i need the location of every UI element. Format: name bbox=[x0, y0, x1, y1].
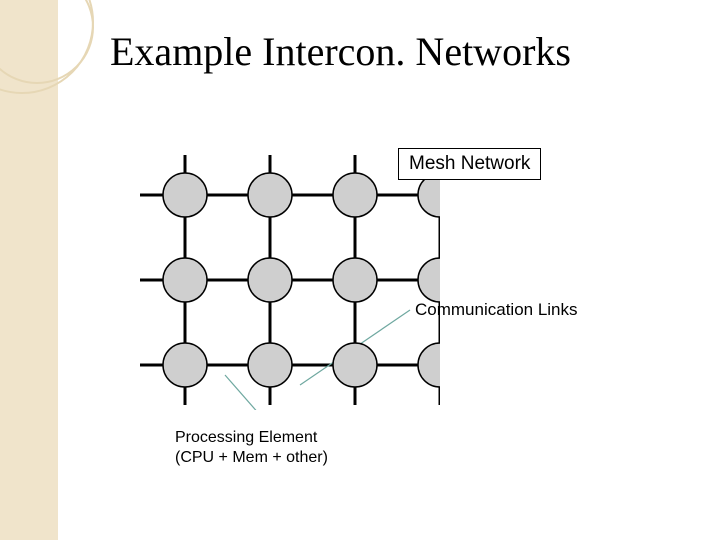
slide-title: Example Intercon. Networks bbox=[110, 28, 571, 75]
mesh-network-diagram bbox=[110, 140, 440, 410]
pe-label-line1: Processing Element bbox=[175, 429, 317, 446]
slide-decor-ring bbox=[0, 0, 94, 84]
processing-element-label: Processing Element (CPU + Mem + other) bbox=[175, 428, 328, 468]
mesh-network-label: Mesh Network bbox=[398, 148, 541, 180]
communication-links-label: Communication Links bbox=[415, 300, 578, 320]
pe-label-line2: (CPU + Mem + other) bbox=[175, 449, 328, 466]
